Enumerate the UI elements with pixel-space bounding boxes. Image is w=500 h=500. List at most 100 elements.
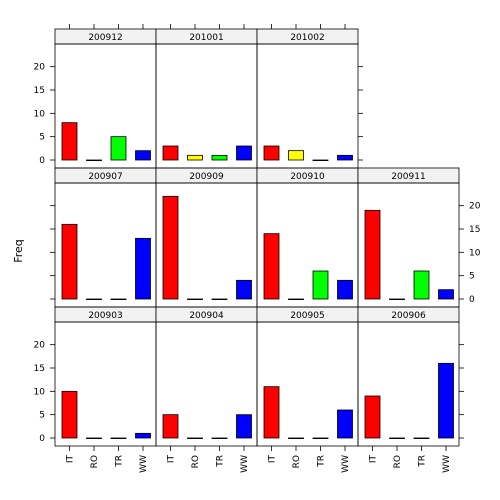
panel-strip-label: 200912	[88, 33, 122, 43]
x-tick-label: TR	[418, 455, 428, 468]
bar-WW	[236, 414, 252, 439]
bar-RO	[389, 437, 405, 440]
bar-IT	[61, 122, 78, 161]
panel-200903: 200903	[54, 306, 157, 447]
bar-WW	[236, 145, 252, 161]
bar-RO	[187, 437, 203, 440]
x-tick-label: RO	[90, 455, 100, 468]
y-tick-label: 15	[34, 86, 45, 96]
panel-201001: 201001	[155, 28, 258, 169]
x-tick-label: TR	[115, 455, 125, 468]
x-tick-label: RO	[393, 455, 403, 468]
y-axis-title: Freq	[12, 239, 25, 263]
bar-WW	[135, 432, 151, 439]
panel-200909: 200909	[155, 167, 258, 308]
panel-strip-label: 200911	[391, 172, 425, 182]
panel-strip-label: 200910	[290, 172, 325, 182]
bar-TR	[110, 437, 127, 440]
y-tick-label: 0	[469, 295, 475, 305]
bar-RO	[288, 298, 304, 301]
bar-WW	[135, 150, 151, 161]
panel-201002: 201002	[256, 28, 359, 169]
bar-IT	[364, 395, 381, 439]
bar-IT	[61, 223, 78, 300]
x-tick-label: WW	[341, 455, 351, 473]
y-tick-label: 10	[469, 248, 481, 258]
bar-RO	[389, 298, 405, 301]
panel-strip-label: 200906	[391, 311, 426, 321]
bar-TR	[211, 298, 228, 301]
bar-WW	[337, 154, 353, 161]
x-tick-label: WW	[442, 455, 452, 473]
bar-WW	[438, 289, 454, 300]
panel-200904: 200904	[155, 306, 258, 447]
bar-WW	[337, 409, 353, 439]
x-tick-label: RO	[191, 455, 201, 468]
y-tick-label: 0	[39, 434, 45, 444]
bar-TR	[110, 136, 127, 161]
bar-RO	[288, 437, 304, 440]
bar-TR	[312, 437, 329, 440]
y-tick-label: 5	[39, 133, 45, 143]
bar-TR	[413, 437, 430, 440]
bar-IT	[61, 390, 78, 439]
x-tick-label: WW	[240, 455, 250, 473]
bar-RO	[86, 437, 102, 440]
panel-strip-label: 200903	[88, 311, 122, 321]
panel-frame	[357, 321, 460, 447]
bar-RO	[288, 150, 304, 161]
bar-IT	[162, 145, 179, 161]
bar-IT	[263, 145, 280, 161]
panel-frame	[357, 182, 460, 308]
y-tick-label: 20	[469, 202, 481, 212]
x-tick-label: TR	[317, 455, 327, 468]
x-tick-label: IT	[369, 455, 379, 464]
y-tick-label: 20	[34, 341, 46, 351]
panel-200910: 200910	[256, 167, 359, 308]
panel-200907: 200907	[54, 167, 157, 308]
bar-RO	[187, 154, 203, 161]
bar-RO	[86, 298, 102, 301]
bar-TR	[110, 298, 127, 301]
panel-strip-label: 201002	[290, 33, 324, 43]
panel-200911: 200911	[357, 167, 460, 308]
bar-IT	[263, 386, 280, 439]
bar-IT	[364, 209, 381, 300]
x-tick-label: TR	[216, 455, 226, 468]
x-tick-label: IT	[167, 455, 177, 464]
bar-TR	[312, 270, 329, 300]
panel-frame	[256, 43, 359, 169]
bar-TR	[211, 154, 228, 161]
bar-IT	[162, 195, 179, 300]
panel-200906: 200906	[357, 306, 460, 447]
panel-strip-label: 200905	[290, 311, 324, 321]
y-tick-label: 10	[34, 387, 46, 397]
panel-strip-label: 200904	[189, 311, 224, 321]
x-tick-label: IT	[66, 455, 76, 464]
bar-WW	[438, 362, 454, 439]
panel-200912: 200912	[54, 28, 157, 169]
y-tick-label: 10	[34, 109, 46, 119]
y-tick-label: 15	[469, 225, 480, 235]
panel-strip-label: 200909	[189, 172, 224, 182]
bar-TR	[211, 437, 228, 440]
x-tick-label: WW	[139, 455, 149, 473]
bar-WW	[135, 237, 151, 300]
x-tick-label: IT	[268, 455, 278, 464]
bar-RO	[86, 159, 102, 162]
bar-WW	[337, 279, 353, 300]
y-tick-label: 0	[39, 156, 45, 166]
bar-WW	[236, 279, 252, 300]
y-tick-label: 20	[34, 63, 46, 73]
panel-strip-label: 201001	[189, 33, 223, 43]
bar-TR	[312, 159, 329, 162]
bar-IT	[162, 414, 179, 439]
y-tick-label: 15	[34, 364, 45, 374]
bar-IT	[263, 233, 280, 300]
x-tick-label: RO	[292, 455, 302, 468]
y-tick-label: 5	[469, 272, 475, 282]
panels-group: 200903 200904 200905 200906 200907 200909 2009…	[34, 24, 481, 473]
y-tick-label: 5	[39, 411, 45, 421]
bar-RO	[187, 298, 203, 301]
